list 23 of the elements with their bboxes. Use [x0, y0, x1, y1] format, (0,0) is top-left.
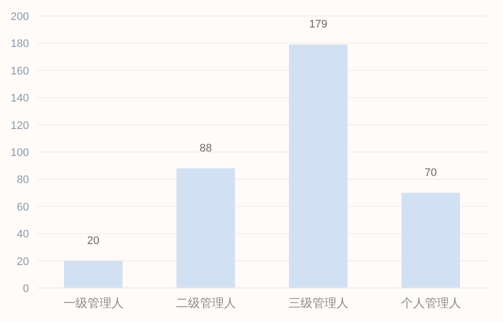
data-label: 70: [424, 166, 437, 179]
y-tick-label: 140: [10, 92, 29, 105]
y-tick-label: 160: [10, 65, 29, 78]
bar: [402, 192, 460, 288]
bar: [64, 260, 122, 288]
y-tick-label: 200: [10, 11, 29, 23]
x-tick-label: 二级管理人: [176, 296, 236, 310]
y-tick-label: 100: [10, 147, 29, 159]
data-label: 88: [200, 142, 212, 154]
x-tick-label: 三级管理人: [288, 296, 348, 310]
bar: [176, 168, 235, 288]
data-label: 179: [309, 18, 328, 31]
y-tick-label: 120: [10, 120, 29, 132]
y-tick-label: 0: [22, 283, 29, 295]
x-tick-label: 个人管理人: [400, 296, 461, 310]
x-tick-label: 一级管理人: [63, 296, 124, 310]
y-tick-label: 20: [16, 256, 29, 268]
data-label: 20: [87, 234, 100, 247]
y-tick-label: 40: [16, 228, 29, 241]
y-tick-label: 60: [16, 201, 29, 214]
bar: [289, 44, 348, 288]
y-tick-label: 80: [16, 174, 29, 186]
y-tick-label: 180: [10, 38, 29, 50]
